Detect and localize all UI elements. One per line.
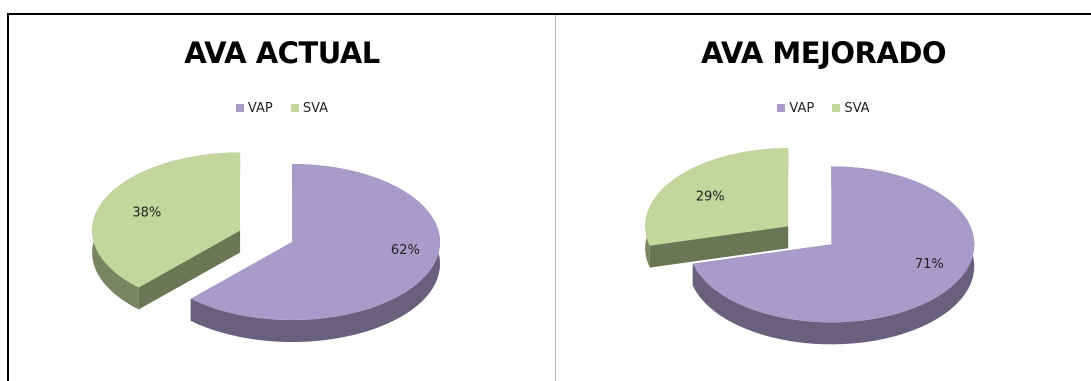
data-label: 62% [391,243,420,258]
slice-outer-wall [190,164,441,342]
pie-chart: 29% 71% [645,148,975,345]
legend-swatch-vap [235,104,244,112]
chart-title: AVA ACTUAL [184,36,380,70]
data-label: 29% [696,190,725,205]
slice-top-face [692,166,975,323]
chart-legend: VAP SVA [556,101,1091,116]
slice-top-face [92,152,241,288]
legend-label: VAP [247,101,273,116]
pie-slice-sva [645,148,789,268]
legend-label: VAP [789,101,815,116]
legend-label: SVA [302,101,329,116]
legend-label: SVA [844,101,870,116]
slice-top-face [190,164,441,321]
chart-panel-actual: AVA ACTUAL VAP SVA 38% 62% [9,15,555,381]
chart-legend: VAP SVA [9,101,555,116]
pie-slice-vap [190,164,441,342]
slice-top-face [645,148,789,246]
slice-side-wall [138,230,241,310]
pie-slice-sva [92,152,241,310]
legend-swatch-sva [290,104,299,112]
panel-divider [555,15,556,381]
legend-swatch-sva [832,104,841,112]
chart-title: AVA MEJORADO [700,36,947,70]
data-label: 71% [915,257,944,272]
data-label: 38% [132,206,161,221]
legend-item-vap: VAP [777,101,814,116]
legend-item-sva: SVA [290,101,329,116]
slice-side-wall [649,226,789,268]
legend-swatch-vap [777,104,786,112]
pie-slice-vap [692,166,975,345]
pie-chart: 38% 62% [92,152,441,342]
legend-item-sva: SVA [832,101,870,116]
chart-frame [7,13,1091,381]
legend-item-vap: VAP [235,101,273,116]
chart-panel-mejorado: AVA MEJORADO VAP SVA 29% 71% [556,15,1091,381]
